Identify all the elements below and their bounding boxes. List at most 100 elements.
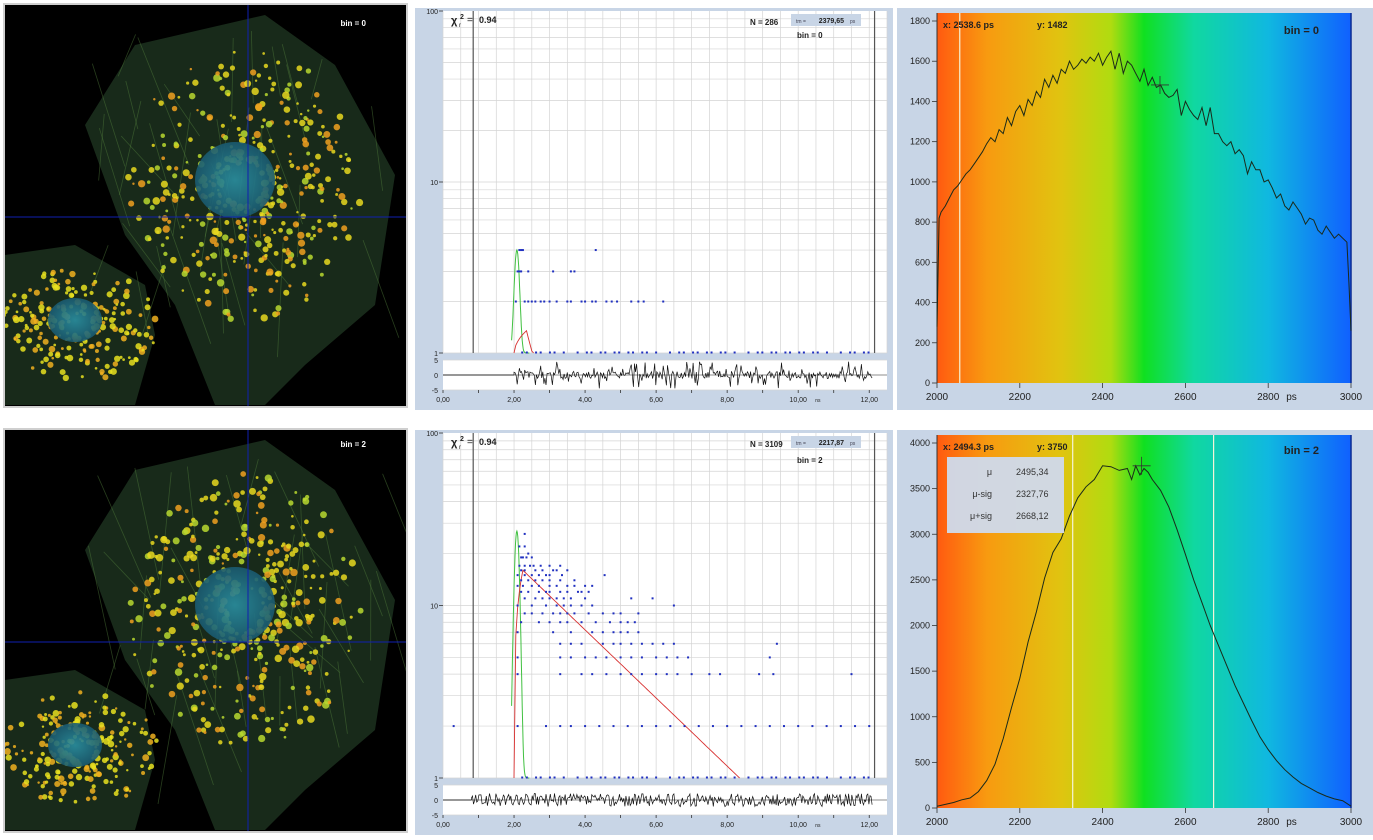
granule (199, 242, 204, 247)
granule (43, 357, 49, 363)
data-point (684, 725, 686, 727)
granule (199, 498, 204, 503)
granule (96, 341, 102, 347)
data-point-baseline (711, 352, 713, 354)
cell-image-canvas[interactable] (5, 5, 406, 406)
granule (54, 781, 60, 787)
data-point (620, 631, 622, 633)
data-point (662, 643, 664, 645)
cell-image-canvas[interactable] (5, 430, 406, 831)
granule (224, 654, 230, 660)
lifetime-image-bin2[interactable]: bin = 2 (3, 428, 408, 833)
granule (253, 220, 256, 223)
granule (230, 65, 235, 70)
granule (220, 648, 223, 651)
granule (289, 153, 292, 156)
data-point (641, 643, 643, 645)
data-point (559, 591, 561, 593)
granule (107, 764, 113, 770)
granule (336, 188, 340, 192)
granule (205, 289, 210, 294)
x-tick-label: 10,00 (789, 397, 807, 404)
tm-label: tm = (796, 19, 806, 25)
granule (102, 705, 106, 709)
cursor-y-readout: y: 3750 (1037, 442, 1068, 452)
data-point (655, 656, 657, 658)
stats-value: 2327,76 (1016, 489, 1049, 499)
stats-value: 2668,12 (1016, 511, 1049, 521)
chi-square-equals: = (467, 15, 473, 26)
granule (208, 277, 212, 281)
granule (213, 685, 217, 689)
data-point-baseline (775, 352, 777, 354)
granule (204, 731, 207, 734)
granule (110, 780, 114, 784)
granule (285, 120, 290, 125)
granule (240, 730, 246, 736)
granule (165, 209, 168, 212)
granule (132, 183, 134, 185)
granule (152, 341, 155, 344)
granule (177, 599, 182, 604)
granule (103, 738, 110, 745)
granule (305, 294, 308, 297)
data-point-baseline (678, 352, 680, 354)
data-point (524, 569, 526, 571)
data-point (541, 612, 543, 614)
granule (201, 717, 206, 722)
data-point (627, 725, 629, 727)
granule (257, 541, 264, 548)
granule (146, 297, 150, 301)
granule (144, 332, 150, 338)
lifetime-image-bin0[interactable]: bin = 0 (3, 3, 408, 408)
granule (289, 160, 292, 163)
granule (262, 246, 268, 252)
granule (157, 640, 164, 647)
granule (213, 229, 219, 235)
granule (224, 503, 227, 506)
stats-label: μ+sig (970, 511, 992, 521)
granule (265, 717, 271, 723)
granule (205, 300, 212, 307)
granule (278, 611, 286, 619)
granule (240, 257, 243, 260)
data-point (616, 301, 618, 303)
data-point (524, 612, 526, 614)
data-point (826, 725, 828, 727)
x-tick-label: 2200 (1009, 392, 1032, 403)
granule (233, 51, 236, 54)
granule (271, 717, 274, 720)
granule (195, 551, 198, 554)
data-point-baseline (683, 777, 685, 779)
granule (291, 263, 296, 268)
granule (48, 795, 51, 798)
granule (121, 712, 126, 717)
data-point (570, 301, 572, 303)
data-point-baseline (586, 777, 588, 779)
data-point (541, 579, 543, 581)
granule (210, 254, 212, 256)
granule (69, 293, 74, 298)
x-tick-label: 10,00 (789, 822, 807, 829)
granule (259, 673, 267, 681)
granule (194, 690, 201, 697)
nucleus (48, 298, 102, 342)
granule (111, 287, 116, 292)
granule (164, 547, 168, 551)
granule (240, 490, 245, 495)
granule (45, 287, 49, 291)
data-point-baseline (577, 352, 579, 354)
data-point (673, 605, 675, 607)
granule (37, 781, 39, 783)
granule (190, 569, 194, 573)
data-point (641, 725, 643, 727)
granule (39, 309, 44, 314)
granule (300, 113, 302, 115)
granule (34, 767, 39, 772)
decay-bin-label: bin = 0 (797, 31, 823, 40)
